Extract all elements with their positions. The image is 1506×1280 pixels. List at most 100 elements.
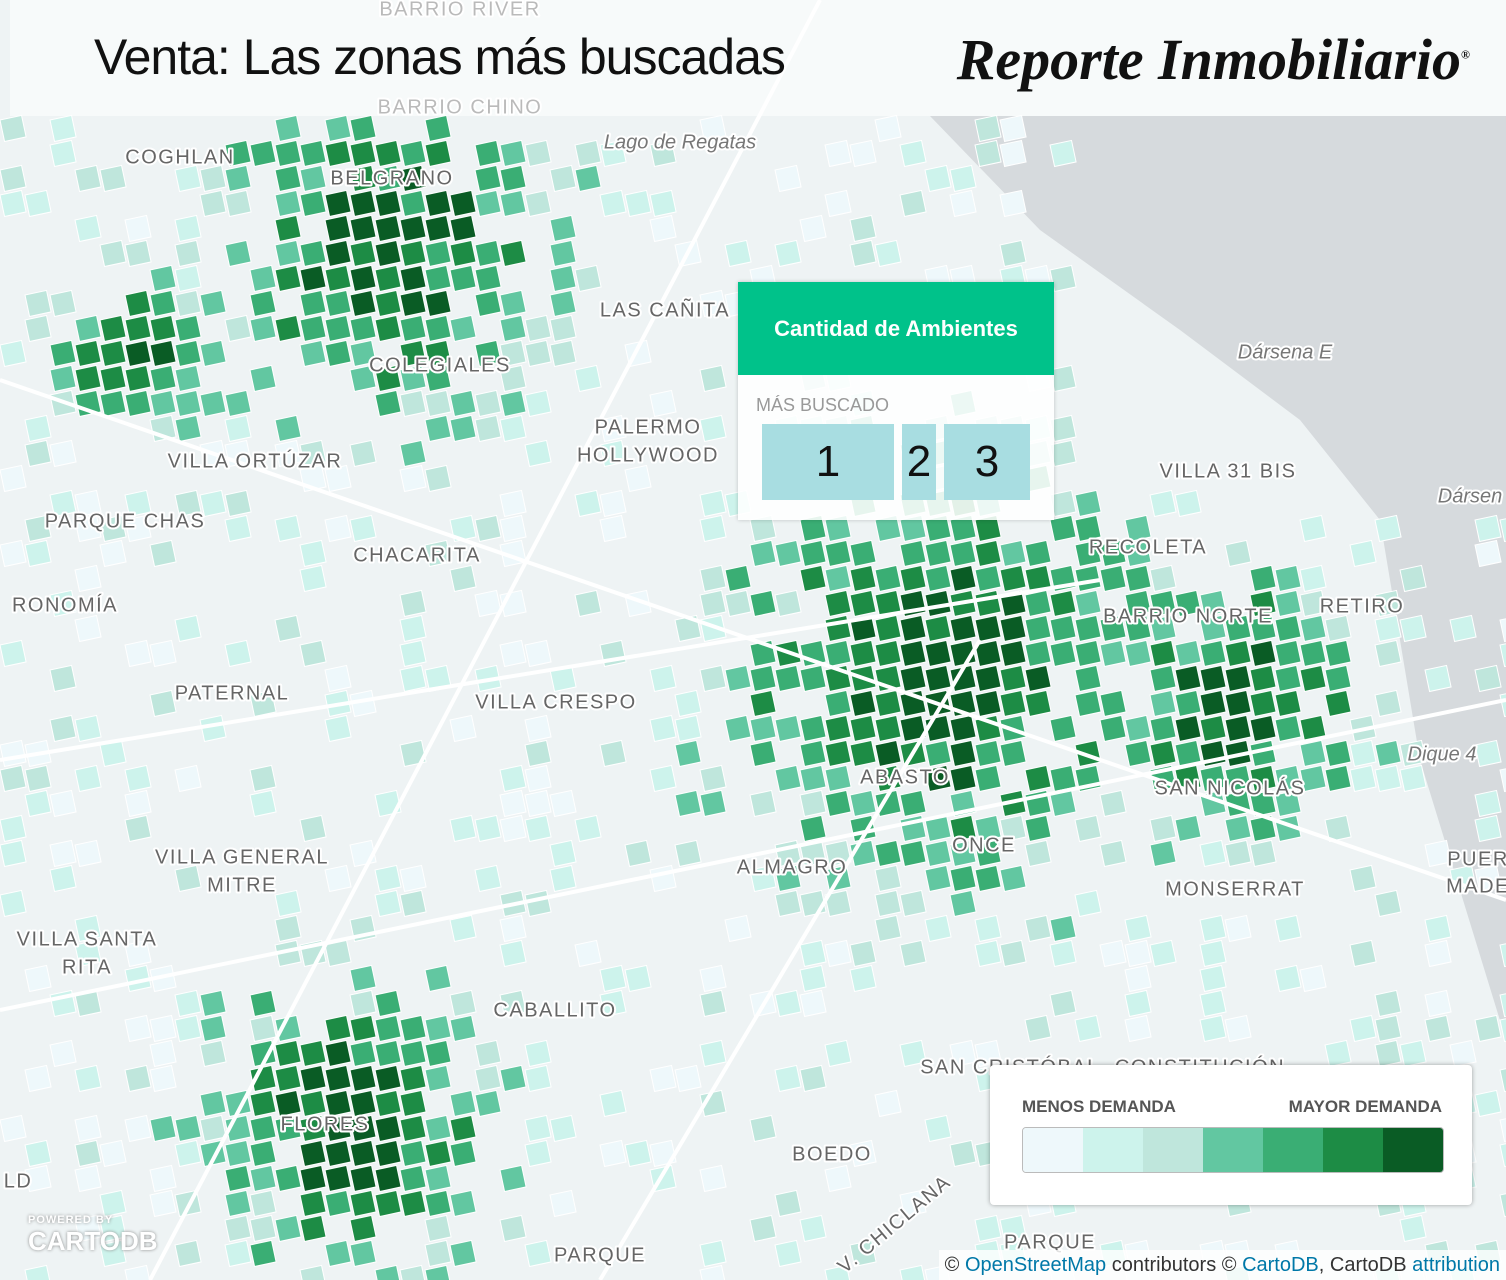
block [1324, 639, 1352, 668]
block [424, 364, 452, 393]
block [24, 1164, 52, 1193]
block [149, 689, 177, 718]
block [449, 564, 477, 593]
block [774, 664, 802, 693]
block [249, 989, 277, 1018]
carto-link[interactable]: CartoDB [1242, 1254, 1319, 1276]
block [974, 814, 1002, 843]
block [299, 814, 327, 843]
block [1499, 1064, 1506, 1093]
block [1074, 514, 1102, 543]
block [1224, 689, 1252, 718]
block [549, 214, 577, 243]
block [74, 914, 102, 943]
block [1249, 664, 1277, 693]
block [1124, 989, 1152, 1018]
block [299, 264, 327, 293]
attr-link[interactable]: attribution [1412, 1254, 1500, 1276]
block [324, 114, 352, 143]
block [324, 239, 352, 268]
block [399, 439, 427, 468]
block [299, 1064, 327, 1093]
block [99, 539, 127, 568]
block [1149, 689, 1177, 718]
block [299, 564, 327, 593]
block [424, 339, 452, 368]
place-label: PALERMO [595, 416, 702, 438]
block [424, 139, 452, 168]
block [1374, 1039, 1402, 1068]
block [574, 814, 602, 843]
block [399, 864, 427, 893]
block [1024, 914, 1052, 943]
block [574, 264, 602, 293]
block [224, 314, 252, 343]
option-button[interactable]: 2 [902, 424, 936, 500]
place-label: BOEDO [792, 1143, 872, 1165]
block [224, 639, 252, 668]
block [124, 964, 152, 993]
block [349, 114, 377, 143]
block [1049, 514, 1077, 543]
block [0, 889, 27, 918]
place-label: VILLA SANTA [17, 928, 158, 950]
block [74, 314, 102, 343]
block [1174, 714, 1202, 743]
block [374, 239, 402, 268]
demand-blocks [0, 114, 1506, 1280]
contrib: contributors © [1111, 1254, 1237, 1276]
block [649, 189, 677, 218]
block [349, 1114, 377, 1143]
block [1024, 639, 1052, 668]
option-button[interactable]: 1 [762, 424, 894, 500]
block [724, 914, 752, 943]
block [599, 739, 627, 768]
block [0, 814, 27, 843]
block [324, 864, 352, 893]
block [924, 164, 952, 193]
block [924, 864, 952, 893]
block [199, 1014, 227, 1043]
block [424, 314, 452, 343]
block [449, 1239, 477, 1268]
block [724, 664, 752, 693]
block [524, 1239, 552, 1268]
option-button[interactable]: 3 [944, 424, 1030, 500]
legend-swatch [1083, 1128, 1143, 1172]
block [499, 1164, 527, 1193]
place-label: ALMAGRO [737, 856, 848, 878]
block [899, 889, 927, 918]
osm-link[interactable]: OpenStreetMap [964, 1254, 1107, 1276]
block [924, 839, 952, 868]
block [474, 1064, 502, 1093]
block [424, 1214, 452, 1243]
block [499, 339, 527, 368]
block [599, 1139, 627, 1168]
place-label: MITRE [207, 874, 277, 896]
block [724, 564, 752, 593]
block [699, 589, 727, 618]
block [174, 1239, 202, 1268]
place-label: HOLLYWOOD [577, 444, 719, 466]
block [449, 314, 477, 343]
block [524, 1139, 552, 1168]
block [874, 714, 902, 743]
block [474, 139, 502, 168]
block [524, 314, 552, 343]
block [624, 1139, 652, 1168]
block [924, 914, 952, 943]
block [74, 564, 102, 593]
block [1299, 589, 1327, 618]
block [1499, 764, 1506, 793]
block [1124, 714, 1152, 743]
block [324, 664, 352, 693]
block [924, 539, 952, 568]
block [924, 589, 952, 618]
block [824, 739, 852, 768]
block [574, 139, 602, 168]
block [299, 1164, 327, 1193]
block [499, 139, 527, 168]
block [0, 114, 27, 143]
block [1149, 639, 1177, 668]
block [1449, 1039, 1477, 1068]
